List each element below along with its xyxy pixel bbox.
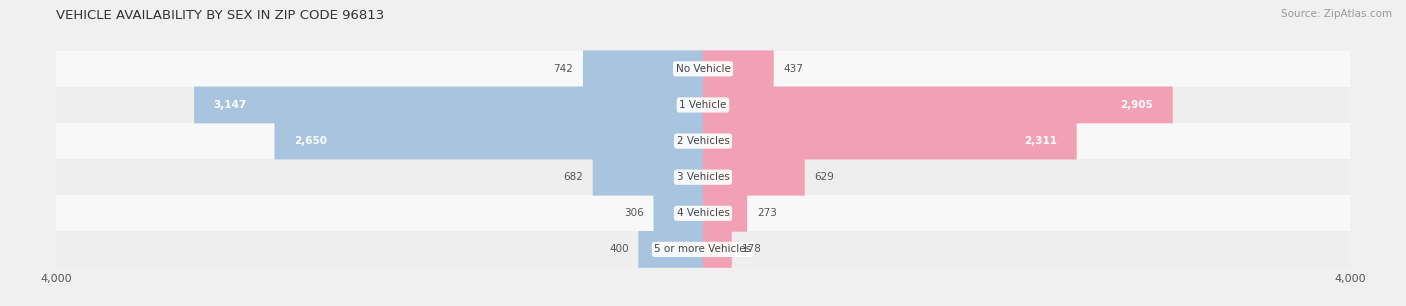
- Text: 3,147: 3,147: [214, 100, 247, 110]
- Text: 1 Vehicle: 1 Vehicle: [679, 100, 727, 110]
- Text: 682: 682: [564, 172, 583, 182]
- FancyBboxPatch shape: [638, 231, 703, 268]
- Text: 2,311: 2,311: [1024, 136, 1057, 146]
- FancyBboxPatch shape: [194, 87, 703, 123]
- Text: 2 Vehicles: 2 Vehicles: [676, 136, 730, 146]
- Bar: [56, 123, 1350, 159]
- Bar: [56, 159, 1350, 195]
- FancyBboxPatch shape: [703, 50, 773, 87]
- Text: 437: 437: [783, 64, 803, 74]
- FancyBboxPatch shape: [703, 87, 1173, 123]
- Text: 273: 273: [756, 208, 776, 218]
- Bar: [56, 231, 1350, 267]
- FancyBboxPatch shape: [654, 195, 703, 232]
- Text: 178: 178: [741, 244, 762, 254]
- Text: 629: 629: [814, 172, 834, 182]
- Text: No Vehicle: No Vehicle: [675, 64, 731, 74]
- FancyBboxPatch shape: [703, 159, 804, 196]
- Text: 4 Vehicles: 4 Vehicles: [676, 208, 730, 218]
- Text: Source: ZipAtlas.com: Source: ZipAtlas.com: [1281, 9, 1392, 19]
- Bar: [56, 87, 1350, 123]
- Text: 5 or more Vehicles: 5 or more Vehicles: [654, 244, 752, 254]
- Text: 306: 306: [624, 208, 644, 218]
- FancyBboxPatch shape: [583, 50, 703, 87]
- Text: 742: 742: [554, 64, 574, 74]
- Text: 3 Vehicles: 3 Vehicles: [676, 172, 730, 182]
- FancyBboxPatch shape: [703, 195, 747, 232]
- Bar: [56, 195, 1350, 231]
- FancyBboxPatch shape: [593, 159, 703, 196]
- FancyBboxPatch shape: [274, 123, 703, 159]
- Text: 2,650: 2,650: [294, 136, 328, 146]
- Text: VEHICLE AVAILABILITY BY SEX IN ZIP CODE 96813: VEHICLE AVAILABILITY BY SEX IN ZIP CODE …: [56, 9, 384, 22]
- Bar: [56, 51, 1350, 87]
- FancyBboxPatch shape: [703, 231, 731, 268]
- Text: 400: 400: [609, 244, 628, 254]
- Text: 2,905: 2,905: [1121, 100, 1153, 110]
- FancyBboxPatch shape: [703, 123, 1077, 159]
